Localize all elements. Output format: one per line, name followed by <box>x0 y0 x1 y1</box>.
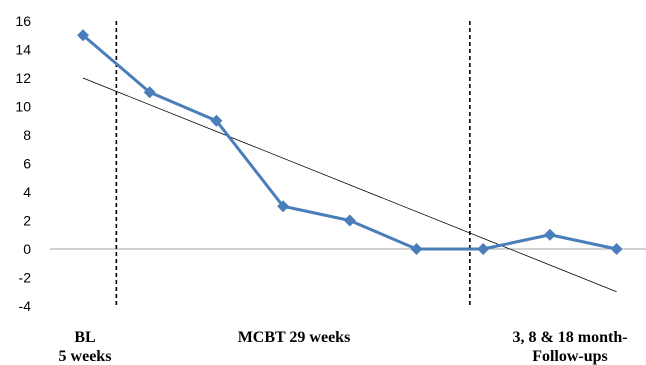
data-point-marker <box>610 243 623 255</box>
data-point-marker <box>210 114 223 127</box>
y-tick-label: 6 <box>23 156 31 172</box>
data-point-marker <box>277 200 290 213</box>
baseline-phase-label-line2: 5 weeks <box>59 348 112 365</box>
data-point-marker <box>477 243 490 255</box>
y-tick-label: 2 <box>23 213 31 229</box>
y-tick-label: 16 <box>15 13 31 29</box>
y-axis-tick-labels: -4 -2 0 2 4 6 8 10 12 14 16 <box>15 13 31 314</box>
y-tick-label: -4 <box>19 298 32 314</box>
followup-phase-label-line1: 3, 8 & 18 month- <box>512 329 627 346</box>
y-tick-label: 14 <box>15 42 31 58</box>
trend-line <box>82 77 617 293</box>
y-tick-label: 12 <box>15 70 31 86</box>
y-tick-label: 10 <box>15 99 31 115</box>
y-tick-label: 0 <box>23 241 31 257</box>
baseline-phase-label-line1: BL <box>74 329 95 346</box>
series-markers <box>77 29 623 255</box>
phase-boundary-lines <box>115 21 471 306</box>
data-point-marker <box>143 86 156 99</box>
data-point-marker <box>543 228 556 241</box>
treatment-phase-label: MCBT 29 weeks <box>238 329 351 346</box>
data-point-marker <box>343 214 356 227</box>
y-tick-label: 8 <box>23 127 31 143</box>
y-tick-label: -2 <box>19 270 32 286</box>
followup-phase-label-line2: Follow-ups <box>532 348 608 365</box>
y-tick-label: 4 <box>23 184 31 200</box>
data-point-marker <box>77 29 89 42</box>
data-point-marker <box>410 243 423 255</box>
